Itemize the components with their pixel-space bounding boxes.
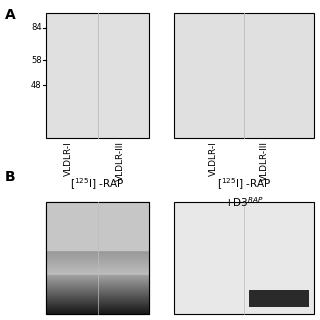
- Text: VLDLR-III: VLDLR-III: [260, 141, 269, 181]
- Bar: [46, 202, 149, 314]
- Text: VLDLR-I: VLDLR-I: [209, 141, 218, 176]
- Text: VLDLR-III: VLDLR-III: [116, 141, 124, 181]
- Text: +D3$^{RAP}$: +D3$^{RAP}$: [224, 195, 264, 209]
- Text: 58: 58: [31, 56, 42, 65]
- Text: [$^{125}$I] -RAP: [$^{125}$I] -RAP: [217, 176, 271, 192]
- Text: B: B: [5, 170, 15, 184]
- Text: A: A: [5, 8, 16, 22]
- Bar: [174, 202, 314, 314]
- Text: [$^{125}$I] -RAP: [$^{125}$I] -RAP: [70, 176, 125, 192]
- Text: VLDLR-I: VLDLR-I: [64, 141, 73, 176]
- Bar: [46, 13, 149, 138]
- Bar: [249, 290, 309, 307]
- Text: 84: 84: [31, 23, 42, 32]
- Bar: [174, 13, 314, 138]
- Text: 48: 48: [31, 81, 42, 90]
- Bar: [46, 202, 149, 314]
